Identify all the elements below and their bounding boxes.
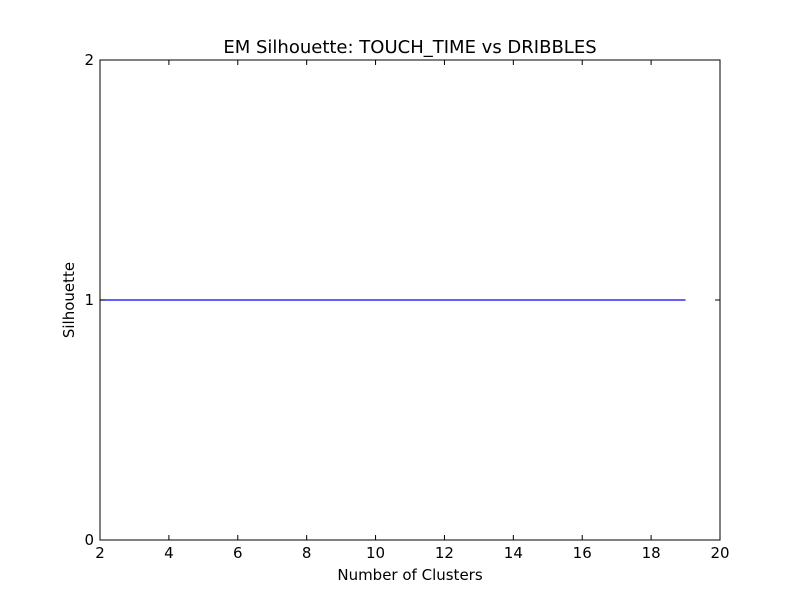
y-tick-label: 0 [84, 531, 94, 549]
x-tick-label: 12 [435, 544, 454, 562]
y-tick-label: 2 [84, 51, 94, 69]
x-tick-label: 14 [504, 544, 523, 562]
y-axis-label: Silhouette [60, 262, 78, 338]
x-tick-label: 4 [164, 544, 174, 562]
plot-area: 2 4 6 8 10 12 14 16 18 20 012 [84, 51, 729, 562]
x-tick-label: 16 [573, 544, 592, 562]
x-tick-label: 10 [366, 544, 385, 562]
y-ticks: 0 1 2 [84, 51, 720, 549]
x-ticks: 2 4 6 8 10 12 14 16 18 20 [95, 60, 730, 562]
x-tick-label: 6 [233, 544, 243, 562]
x-tick-label: 20 [710, 544, 729, 562]
y-tick-label: 1 [84, 291, 94, 309]
x-tick-label: 2 [95, 544, 105, 562]
x-axis-label: Number of Clusters [337, 566, 482, 584]
x-tick-label: 8 [302, 544, 312, 562]
x-tick-label: 18 [642, 544, 661, 562]
chart-title: EM Silhouette: TOUCH_TIME vs DRIBBLES [223, 37, 596, 58]
